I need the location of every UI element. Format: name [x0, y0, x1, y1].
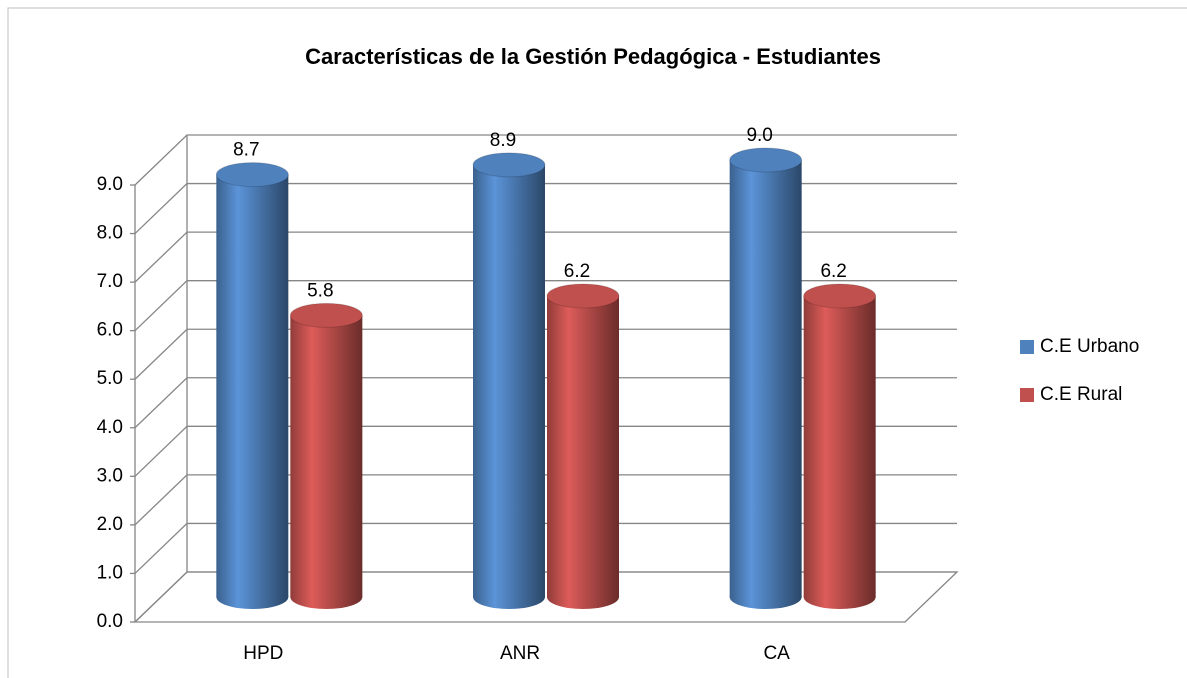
y-tick-label: 9.0	[97, 174, 123, 195]
y-tick-label: 3.0	[97, 465, 123, 486]
bar	[803, 295, 876, 597]
y-tick-label: 0.0	[97, 611, 123, 632]
legend-swatch	[1020, 340, 1034, 354]
bar	[290, 315, 363, 597]
y-tick-label: 1.0	[97, 562, 123, 583]
y-tick-label: 6.0	[97, 320, 123, 341]
y-tick-label: 7.0	[97, 271, 123, 292]
x-tick-label: HPD	[243, 643, 283, 664]
cylinder-cap	[803, 283, 877, 309]
y-tick-label: 8.0	[97, 223, 123, 244]
cylinder-cap	[472, 152, 546, 178]
chart-border	[7, 7, 1187, 678]
value-label: 5.8	[307, 280, 333, 301]
bar	[547, 295, 619, 597]
legend-label: C.E Urbano	[1040, 336, 1139, 357]
legend-swatch	[1020, 388, 1034, 402]
bar	[729, 160, 802, 597]
legend-label: C.E Rural	[1040, 384, 1122, 405]
x-tick-label: CA	[763, 643, 790, 664]
cylinder-cap	[546, 283, 620, 309]
value-label: 8.9	[490, 130, 516, 151]
y-tick-label: 5.0	[97, 368, 123, 389]
value-label: 8.7	[233, 140, 259, 161]
y-tick-label: 4.0	[97, 417, 123, 438]
bar	[473, 164, 545, 597]
cylinder-cap	[215, 162, 289, 188]
x-tick-label: ANR	[500, 643, 540, 664]
cylinder-cap	[289, 302, 363, 328]
value-label: 6.2	[564, 261, 590, 282]
chart-title: Características de la Gestión Pedagógica…	[305, 44, 881, 69]
value-label: 9.0	[746, 125, 772, 146]
value-label: 6.2	[820, 261, 846, 282]
bar	[216, 174, 289, 598]
cylinder-cap	[729, 147, 803, 173]
y-tick-label: 2.0	[97, 514, 123, 535]
